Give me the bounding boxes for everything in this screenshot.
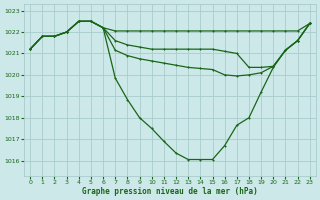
X-axis label: Graphe pression niveau de la mer (hPa): Graphe pression niveau de la mer (hPa) xyxy=(82,187,258,196)
